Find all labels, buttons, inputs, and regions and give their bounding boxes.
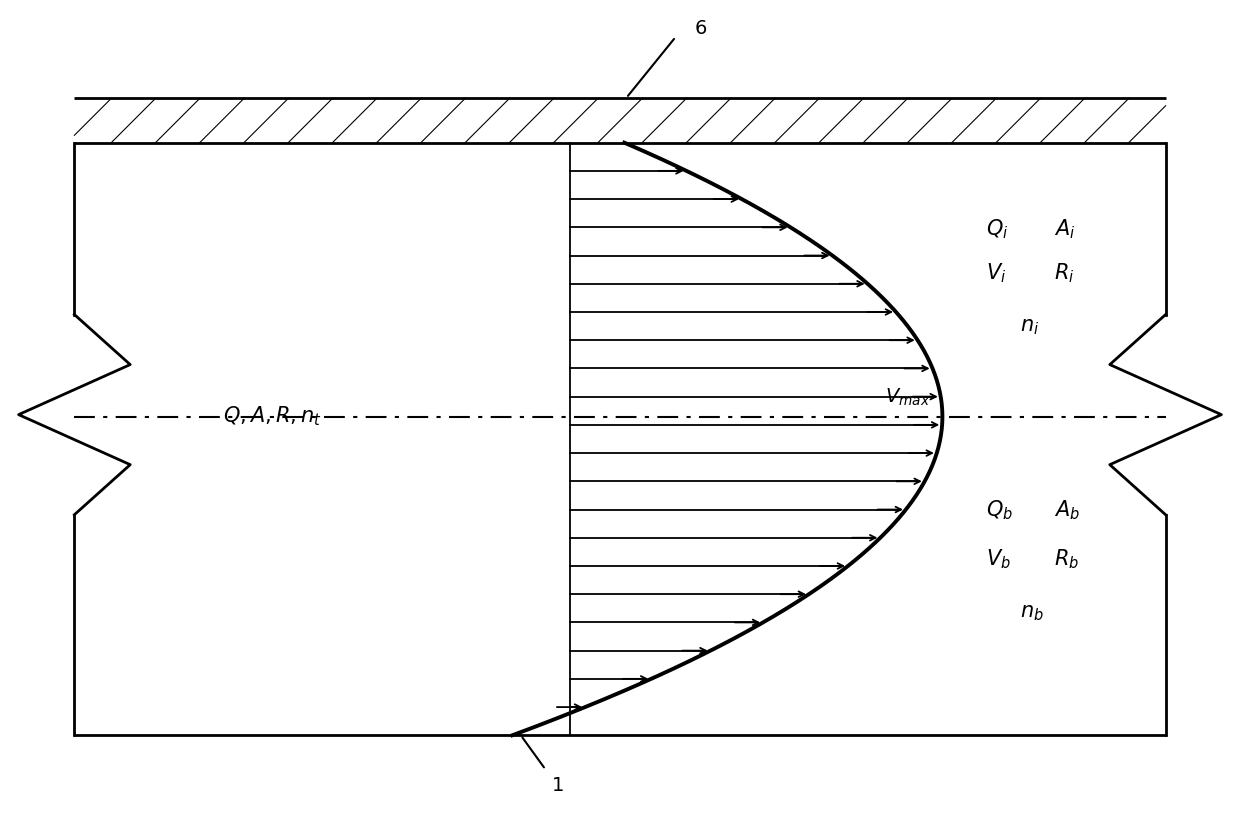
- Text: $A_b$: $A_b$: [1054, 499, 1080, 522]
- Text: $Q, A, R, n_t$: $Q, A, R, n_t$: [223, 405, 322, 428]
- Text: $n_b$: $n_b$: [1019, 603, 1044, 623]
- Text: $V_i$: $V_i$: [986, 262, 1006, 285]
- Text: 6: 6: [694, 19, 707, 38]
- Text: $Q_i$: $Q_i$: [986, 217, 1008, 240]
- Text: $R_b$: $R_b$: [1054, 548, 1079, 571]
- Text: $V_{max}$: $V_{max}$: [885, 387, 930, 408]
- Text: 1: 1: [552, 776, 564, 796]
- Text: $Q_b$: $Q_b$: [986, 499, 1013, 522]
- Text: $R_i$: $R_i$: [1054, 262, 1075, 285]
- Text: $n_i$: $n_i$: [1019, 317, 1039, 337]
- Text: $V_b$: $V_b$: [986, 548, 1011, 571]
- Text: $A_i$: $A_i$: [1054, 217, 1075, 240]
